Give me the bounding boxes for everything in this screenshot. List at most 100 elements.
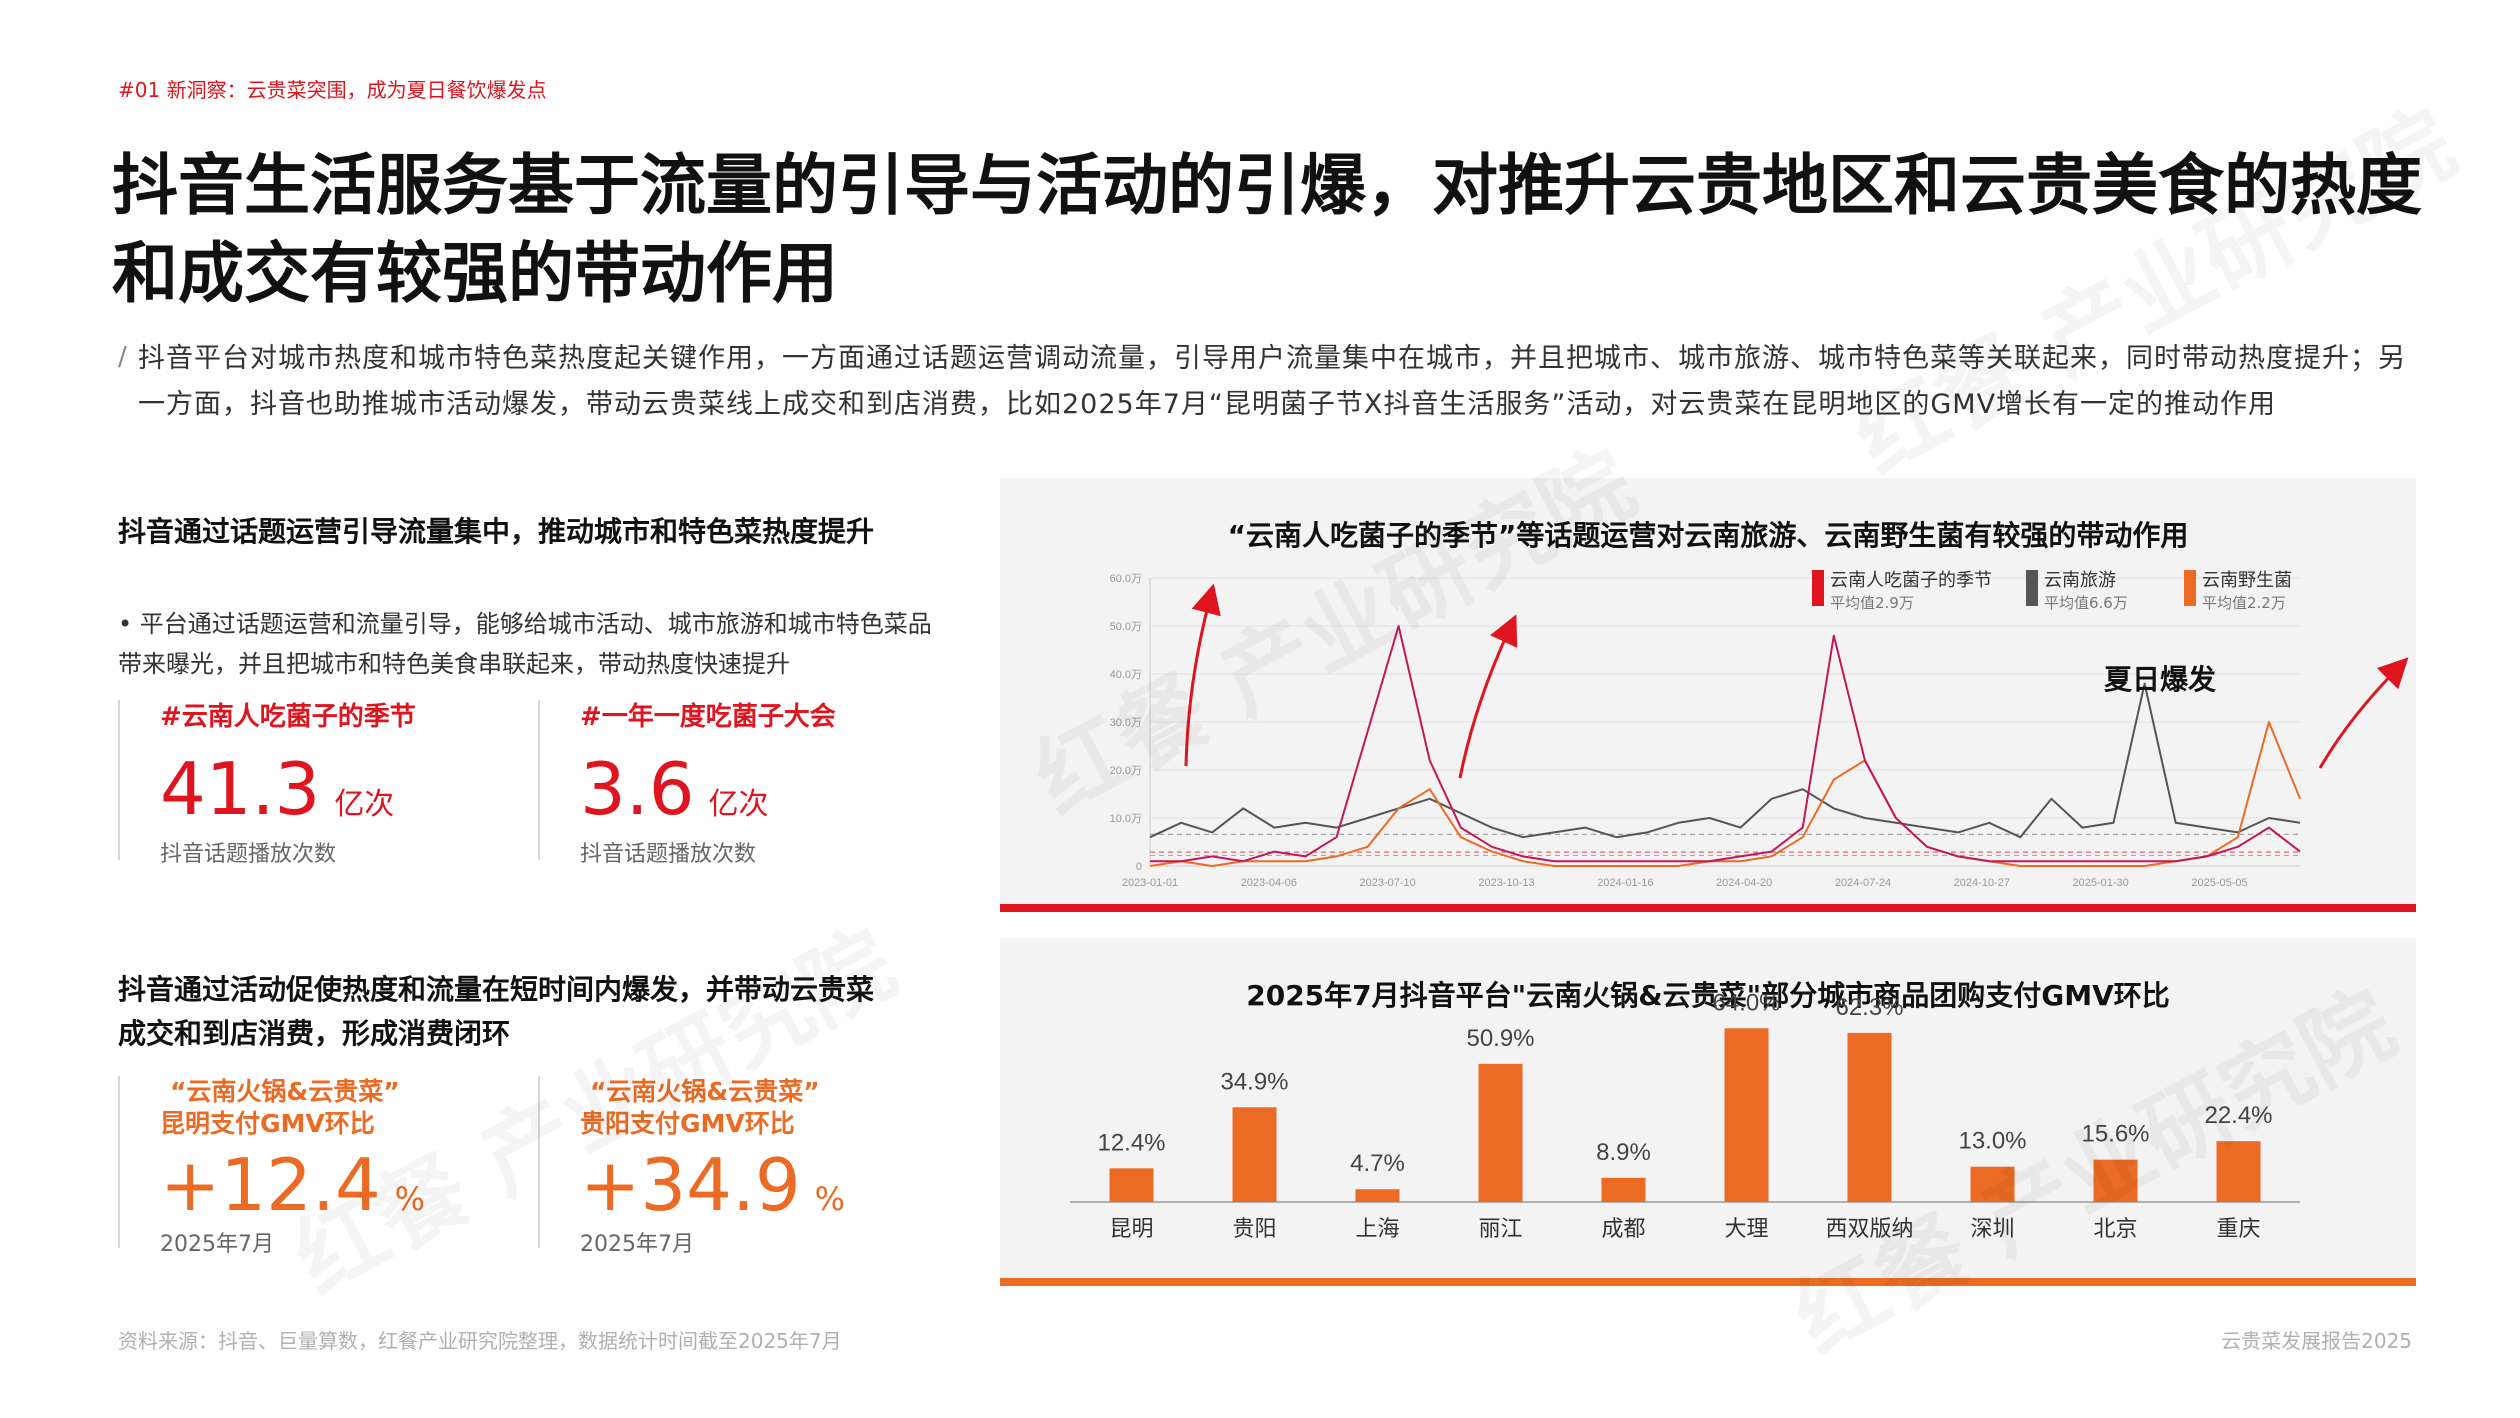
left-top-bullet: • 平台通过话题运营和流量引导，能够给城市活动、城市旅游和城市特色菜品带来曝光，… — [118, 610, 932, 678]
legend-swatch-1 — [1812, 570, 1824, 606]
y-tick-label: 0 — [1136, 861, 1142, 873]
bar — [1478, 1063, 1523, 1202]
y-tick-label: 40.0万 — [1110, 669, 1142, 681]
metric-unit: % — [814, 1180, 846, 1218]
bar — [2216, 1141, 2261, 1202]
metric-label-line2: 昆明支付GMV环比 — [160, 1109, 375, 1138]
line-panel-bottom-bar — [1000, 904, 2416, 912]
metric-value: +34.9 — [580, 1143, 801, 1227]
metric-value: +12.4 — [160, 1143, 381, 1227]
bar — [1847, 1032, 1892, 1202]
bar — [1109, 1168, 1154, 1202]
metric-unit: 亿次 — [334, 787, 395, 822]
metric-card-gmv-guiyang: “云南火锅&云贵菜” 贵阳支付GMV环比 +34.9% 2025年7月 — [538, 1076, 940, 1257]
line-chart-title: “云南人吃菌子的季节”等话题运营对云南旅游、云南野生菌有较强的带动作用 — [1227, 519, 2189, 552]
x-tick-label: 2023-10-13 — [1478, 877, 1534, 889]
metric-caption: 抖音话题播放次数 — [160, 842, 337, 867]
metric-label-line1: “云南火锅&云贵菜” — [590, 1077, 820, 1106]
bar-chart-panel: 2025年7月抖音平台"云南火锅&云贵菜"部分城市商品团购支付GMV环比 12.… — [1000, 938, 2416, 1278]
x-tick-label: 2023-01-01 — [1122, 877, 1178, 889]
metric-card-topic-1: #云南人吃菌子的季节 41.3 亿次 抖音话题播放次数 — [118, 700, 520, 867]
legend-label: 云南野生菌 — [2202, 570, 2292, 591]
bar-category-label: 上海 — [1355, 1217, 1399, 1242]
bar — [1232, 1107, 1277, 1202]
left-top-heading: 抖音通过话题运营引导流量集中，推动城市和特色菜热度提升 — [118, 515, 875, 548]
x-tick-label: 2025-01-30 — [2073, 877, 2129, 889]
bar — [1355, 1189, 1400, 1202]
legend-label: 云南旅游 — [2044, 570, 2116, 591]
bar-category-label: 北京 — [2093, 1217, 2137, 1242]
legend-sub: 平均值6.6万 — [2044, 594, 2128, 612]
metric-value: 3.6 — [580, 747, 695, 831]
y-tick-label: 50.0万 — [1110, 621, 1142, 633]
intro-mark: / — [118, 342, 127, 372]
legend-item-1: 云南人吃菌子的季节 平均值2.9万 — [1830, 570, 1992, 614]
metric-unit: 亿次 — [708, 787, 769, 822]
trend-arrow — [1458, 614, 1518, 779]
legend-sub: 平均值2.2万 — [2202, 594, 2286, 612]
bar-value-label: 62.3% — [1835, 994, 1903, 1021]
legend-sub: 平均值2.9万 — [1830, 594, 1914, 612]
metric-value: 41.3 — [160, 747, 321, 831]
legend-item-2: 云南旅游 平均值6.6万 — [2044, 570, 2128, 614]
left-bottom-heading: 抖音通过活动促使热度和流量在短时间内爆发，并带动云贵菜成交和到店消费，形成消费闭… — [118, 973, 875, 1050]
bar-category-label: 贵阳 — [1232, 1217, 1276, 1242]
metric-card-topic-2: #一年一度吃菌子大会 3.6 亿次 抖音话题播放次数 — [538, 700, 940, 867]
y-tick-label: 60.0万 — [1110, 573, 1142, 585]
series-line-3 — [1149, 721, 2301, 867]
bar-value-label: 22.4% — [2204, 1102, 2272, 1129]
x-tick-label: 2023-07-10 — [1360, 877, 1416, 889]
footer-report-name: 云贵菜发展报告2025 — [2221, 1329, 2412, 1353]
bar-category-label: 昆明 — [1109, 1217, 1153, 1242]
bar-value-label: 64.0% — [1712, 989, 1780, 1016]
y-tick-label: 10.0万 — [1110, 813, 1142, 825]
bar — [2093, 1159, 2138, 1202]
footer-source: 资料来源：抖音、巨量算数，红餐产业研究院整理，数据统计时间截至2025年7月 — [118, 1329, 842, 1353]
bar-value-label: 13.0% — [1958, 1128, 2026, 1155]
bar — [1970, 1166, 2015, 1202]
line-chart-panel: “云南人吃菌子的季节”等话题运营对云南旅游、云南野生菌有较强的带动作用 0 10.… — [1000, 478, 2416, 910]
bar-panel-bottom-bar — [1000, 1278, 2416, 1286]
metric-caption: 2025年7月 — [580, 1232, 694, 1257]
bar-category-label: 西双版纳 — [1825, 1217, 1913, 1242]
line-chart-annotation: 夏日爆发 — [2104, 663, 2217, 696]
bar-chart-title: 2025年7月抖音平台"云南火锅&云贵菜"部分城市商品团购支付GMV环比 — [1246, 979, 2170, 1012]
bar-category-label: 重庆 — [2216, 1217, 2260, 1242]
trend-arrow — [1184, 583, 1221, 767]
metric-label: #一年一度吃菌子大会 — [580, 702, 836, 732]
series-line-2 — [1149, 682, 2301, 839]
bar — [1724, 1028, 1769, 1202]
legend-item-3: 云南野生菌 平均值2.2万 — [2202, 570, 2292, 614]
x-tick-label: 2023-04-06 — [1241, 877, 1297, 889]
bar-chart: 12.4% 昆明 34.9% 贵阳 4.7% 上海 50.9% 丽江 8.9% 成都 64.0% 大理… — [1070, 989, 2300, 1242]
section-tag: #01 新洞察：云贵菜突围，成为夏日餐饮爆发点 — [118, 78, 547, 102]
x-tick-label: 2024-01-16 — [1597, 877, 1653, 889]
bar-value-label: 50.9% — [1466, 1025, 1534, 1052]
bar-category-label: 丽江 — [1478, 1217, 1522, 1242]
bar-category-label: 成都 — [1601, 1217, 1645, 1242]
metric-label-line1: “云南火锅&云贵菜” — [170, 1077, 400, 1106]
metric-caption: 抖音话题播放次数 — [580, 842, 757, 867]
metric-card-gmv-kunming: “云南火锅&云贵菜” 昆明支付GMV环比 +12.4% 2025年7月 — [118, 1076, 520, 1257]
legend-swatch-2 — [2026, 570, 2038, 606]
bar-value-label: 8.9% — [1596, 1139, 1651, 1166]
y-tick-label: 20.0万 — [1110, 765, 1142, 777]
metric-unit: % — [394, 1180, 426, 1218]
legend-swatch-3 — [2184, 570, 2196, 606]
intro-paragraph: 抖音平台对城市热度和城市特色菜热度起关键作用，一方面通过话题运营调动流量，引导用… — [138, 343, 2406, 420]
x-tick-label: 2024-07-24 — [1835, 877, 1891, 889]
line-chart: 0 10.0万 20.0万 30.0万 40.0万 50.0万 60.0万 2023-01-0… — [1110, 573, 2409, 889]
bar-category-label: 大理 — [1724, 1217, 1768, 1242]
bar-value-label: 15.6% — [2081, 1121, 2149, 1148]
metric-caption: 2025年7月 — [160, 1232, 274, 1257]
legend-label: 云南人吃菌子的季节 — [1830, 570, 1992, 591]
metric-label: #云南人吃菌子的季节 — [160, 702, 416, 732]
x-tick-label: 2025-05-05 — [2191, 877, 2247, 889]
y-tick-label: 30.0万 — [1110, 717, 1142, 729]
bar-value-label: 12.4% — [1097, 1129, 1165, 1156]
metric-label-line2: 贵阳支付GMV环比 — [580, 1109, 795, 1138]
bar-category-label: 深圳 — [1970, 1217, 2014, 1242]
trend-arrow — [2318, 657, 2409, 769]
x-tick-label: 2024-04-20 — [1716, 877, 1772, 889]
bar — [1601, 1177, 1646, 1202]
